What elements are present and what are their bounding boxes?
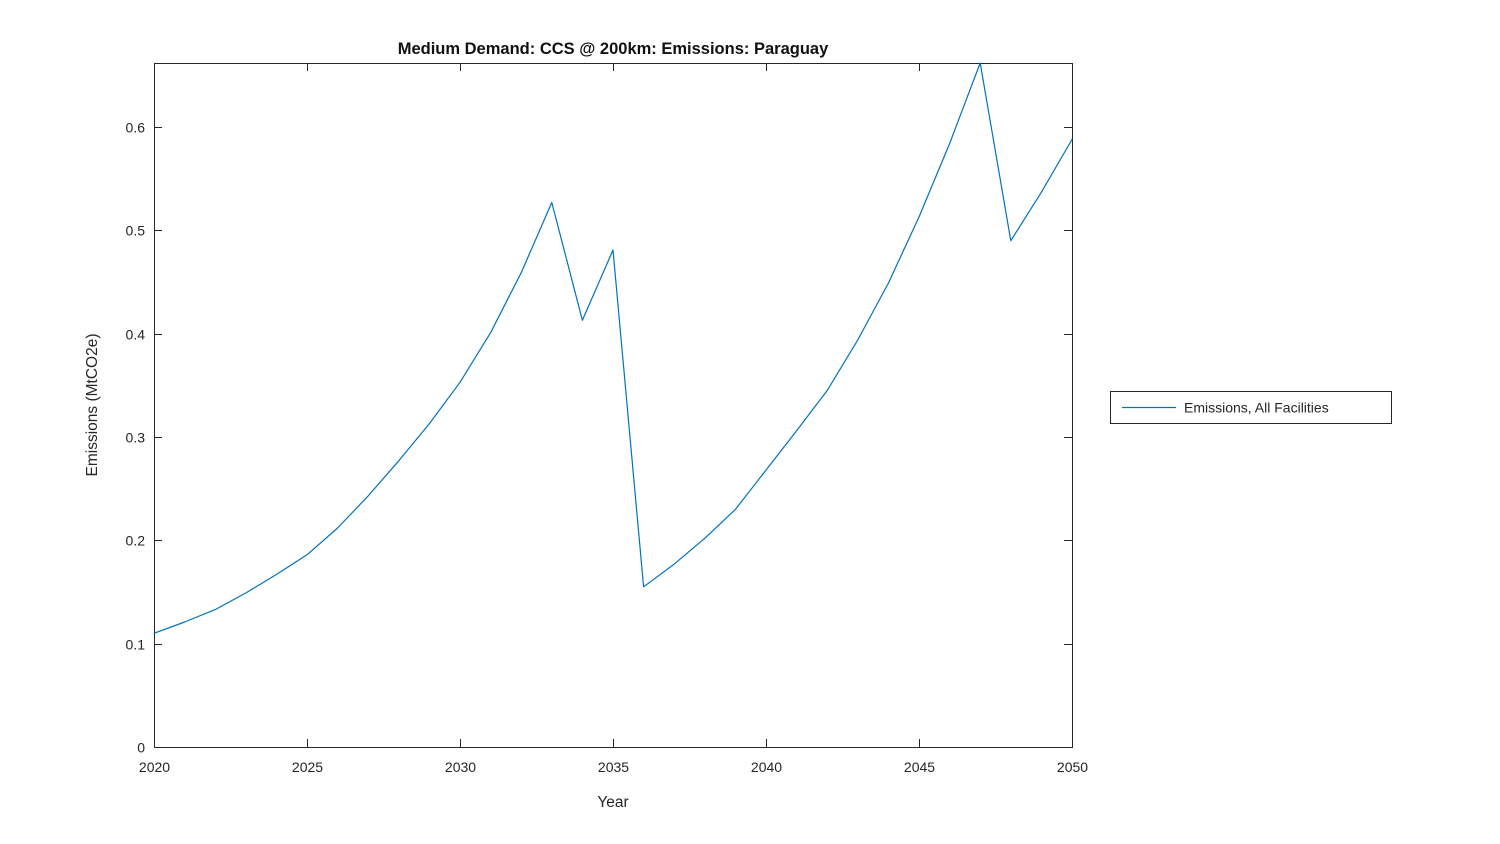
axes-box <box>154 63 1073 748</box>
legend: Emissions, All Facilities <box>1110 391 1392 424</box>
y-tick-label: 0.3 <box>126 430 146 446</box>
x-tick-label: 2040 <box>751 759 782 775</box>
y-tick-label: 0.4 <box>126 327 146 343</box>
x-tick-label: 2035 <box>598 759 629 775</box>
x-tick-label: 2020 <box>139 759 170 775</box>
y-tick-label: 0.2 <box>126 533 146 549</box>
legend-label: Emissions, All Facilities <box>1184 400 1329 416</box>
y-tick-label: 0.5 <box>126 223 146 239</box>
x-tick-label: 2050 <box>1057 759 1088 775</box>
y-tick-label: 0.6 <box>126 120 146 136</box>
x-tick-label: 2025 <box>292 759 323 775</box>
x-axis-label: Year <box>597 794 628 811</box>
y-tick-label: 0 <box>137 740 145 756</box>
y-axis-label: Emissions (MtCO2e) <box>84 334 101 477</box>
chart-title: Medium Demand: CCS @ 200km: Emissions: P… <box>398 40 829 58</box>
emissions-line <box>153 62 1073 634</box>
x-tick-label: 2045 <box>904 759 935 775</box>
plot-area: 2020 2025 2030 2035 2040 2045 2050 0 0.1 0.2 0.3 0.… <box>126 62 1088 775</box>
x-tick-label: 2030 <box>445 759 476 775</box>
y-tick-label: 0.1 <box>126 637 146 653</box>
